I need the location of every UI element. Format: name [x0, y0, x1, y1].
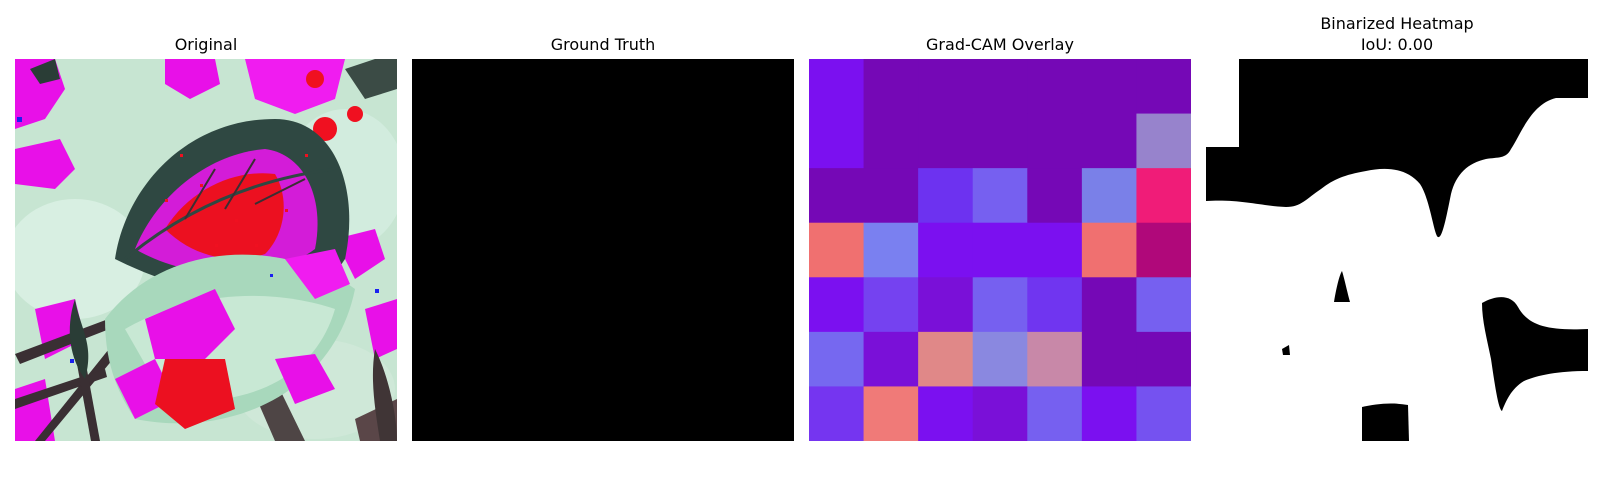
gradcam-cell [1027, 59, 1083, 115]
gradcam-cell [809, 331, 865, 388]
gradcam-cell [1136, 59, 1191, 115]
gradcam-cell [809, 277, 865, 333]
gradcam-cell [1136, 331, 1191, 388]
gradcam-cell [1136, 222, 1191, 278]
gradcam-cell [918, 277, 974, 333]
iou-subtitle: IoU: 0.00 [1360, 35, 1434, 54]
gradcam-cell [1081, 59, 1138, 115]
gradcam-cell [863, 168, 919, 224]
gradcam-cell [1136, 168, 1191, 224]
gradcam-cell [1081, 168, 1138, 224]
binarized-title: Binarized Heatmap [1320, 14, 1474, 33]
gradcam-cell [972, 331, 1028, 388]
gradcam-cell [1027, 331, 1083, 388]
gradcam-cell [972, 168, 1028, 224]
gradcam-cell [1027, 168, 1083, 224]
gradcam-cell [972, 277, 1028, 333]
gradcam-cell [809, 113, 865, 169]
gradcam-cell [972, 222, 1028, 278]
ground-truth-mask [412, 59, 794, 441]
binarized-heatmap [1206, 59, 1588, 441]
gradcam-cell [863, 222, 919, 278]
gradcam-cell [863, 386, 919, 441]
gradcam-cell [1081, 113, 1138, 169]
gradcam-cell [1081, 222, 1138, 278]
gradcam-cell [809, 222, 865, 278]
gradcam-cell [1027, 386, 1083, 441]
gradcam-overlay [809, 59, 1191, 441]
gradcam-cell [1081, 277, 1138, 333]
gradcam-cell [918, 113, 974, 169]
gradcam-cell [972, 113, 1028, 169]
gradcam-cell [1027, 222, 1083, 278]
ground-truth-title: Ground Truth [550, 35, 656, 54]
gradcam-cell [918, 168, 974, 224]
gradcam-cell [863, 113, 919, 169]
gradcam-cell [918, 59, 974, 115]
gradcam-cell [972, 59, 1028, 115]
original-image [15, 59, 397, 441]
gradcam-title: Grad-CAM Overlay [926, 35, 1074, 54]
gradcam-cell [1136, 277, 1191, 333]
gradcam-cell [1081, 386, 1138, 441]
gradcam-cell [1027, 277, 1083, 333]
gradcam-cell [1027, 113, 1083, 169]
gradcam-cell [863, 59, 919, 115]
gradcam-cell [918, 331, 974, 388]
original-title: Original [174, 35, 238, 54]
gradcam-cell [1081, 331, 1138, 388]
gradcam-cell [863, 277, 919, 333]
gradcam-cell [809, 168, 865, 224]
gradcam-cell [918, 222, 974, 278]
gradcam-cell [863, 331, 919, 388]
gradcam-cell [809, 386, 865, 441]
gradcam-cell [809, 59, 865, 115]
gradcam-cell [1136, 386, 1191, 441]
gradcam-cell [972, 386, 1028, 441]
gradcam-cell [918, 386, 974, 441]
gradcam-cell [1136, 113, 1191, 169]
